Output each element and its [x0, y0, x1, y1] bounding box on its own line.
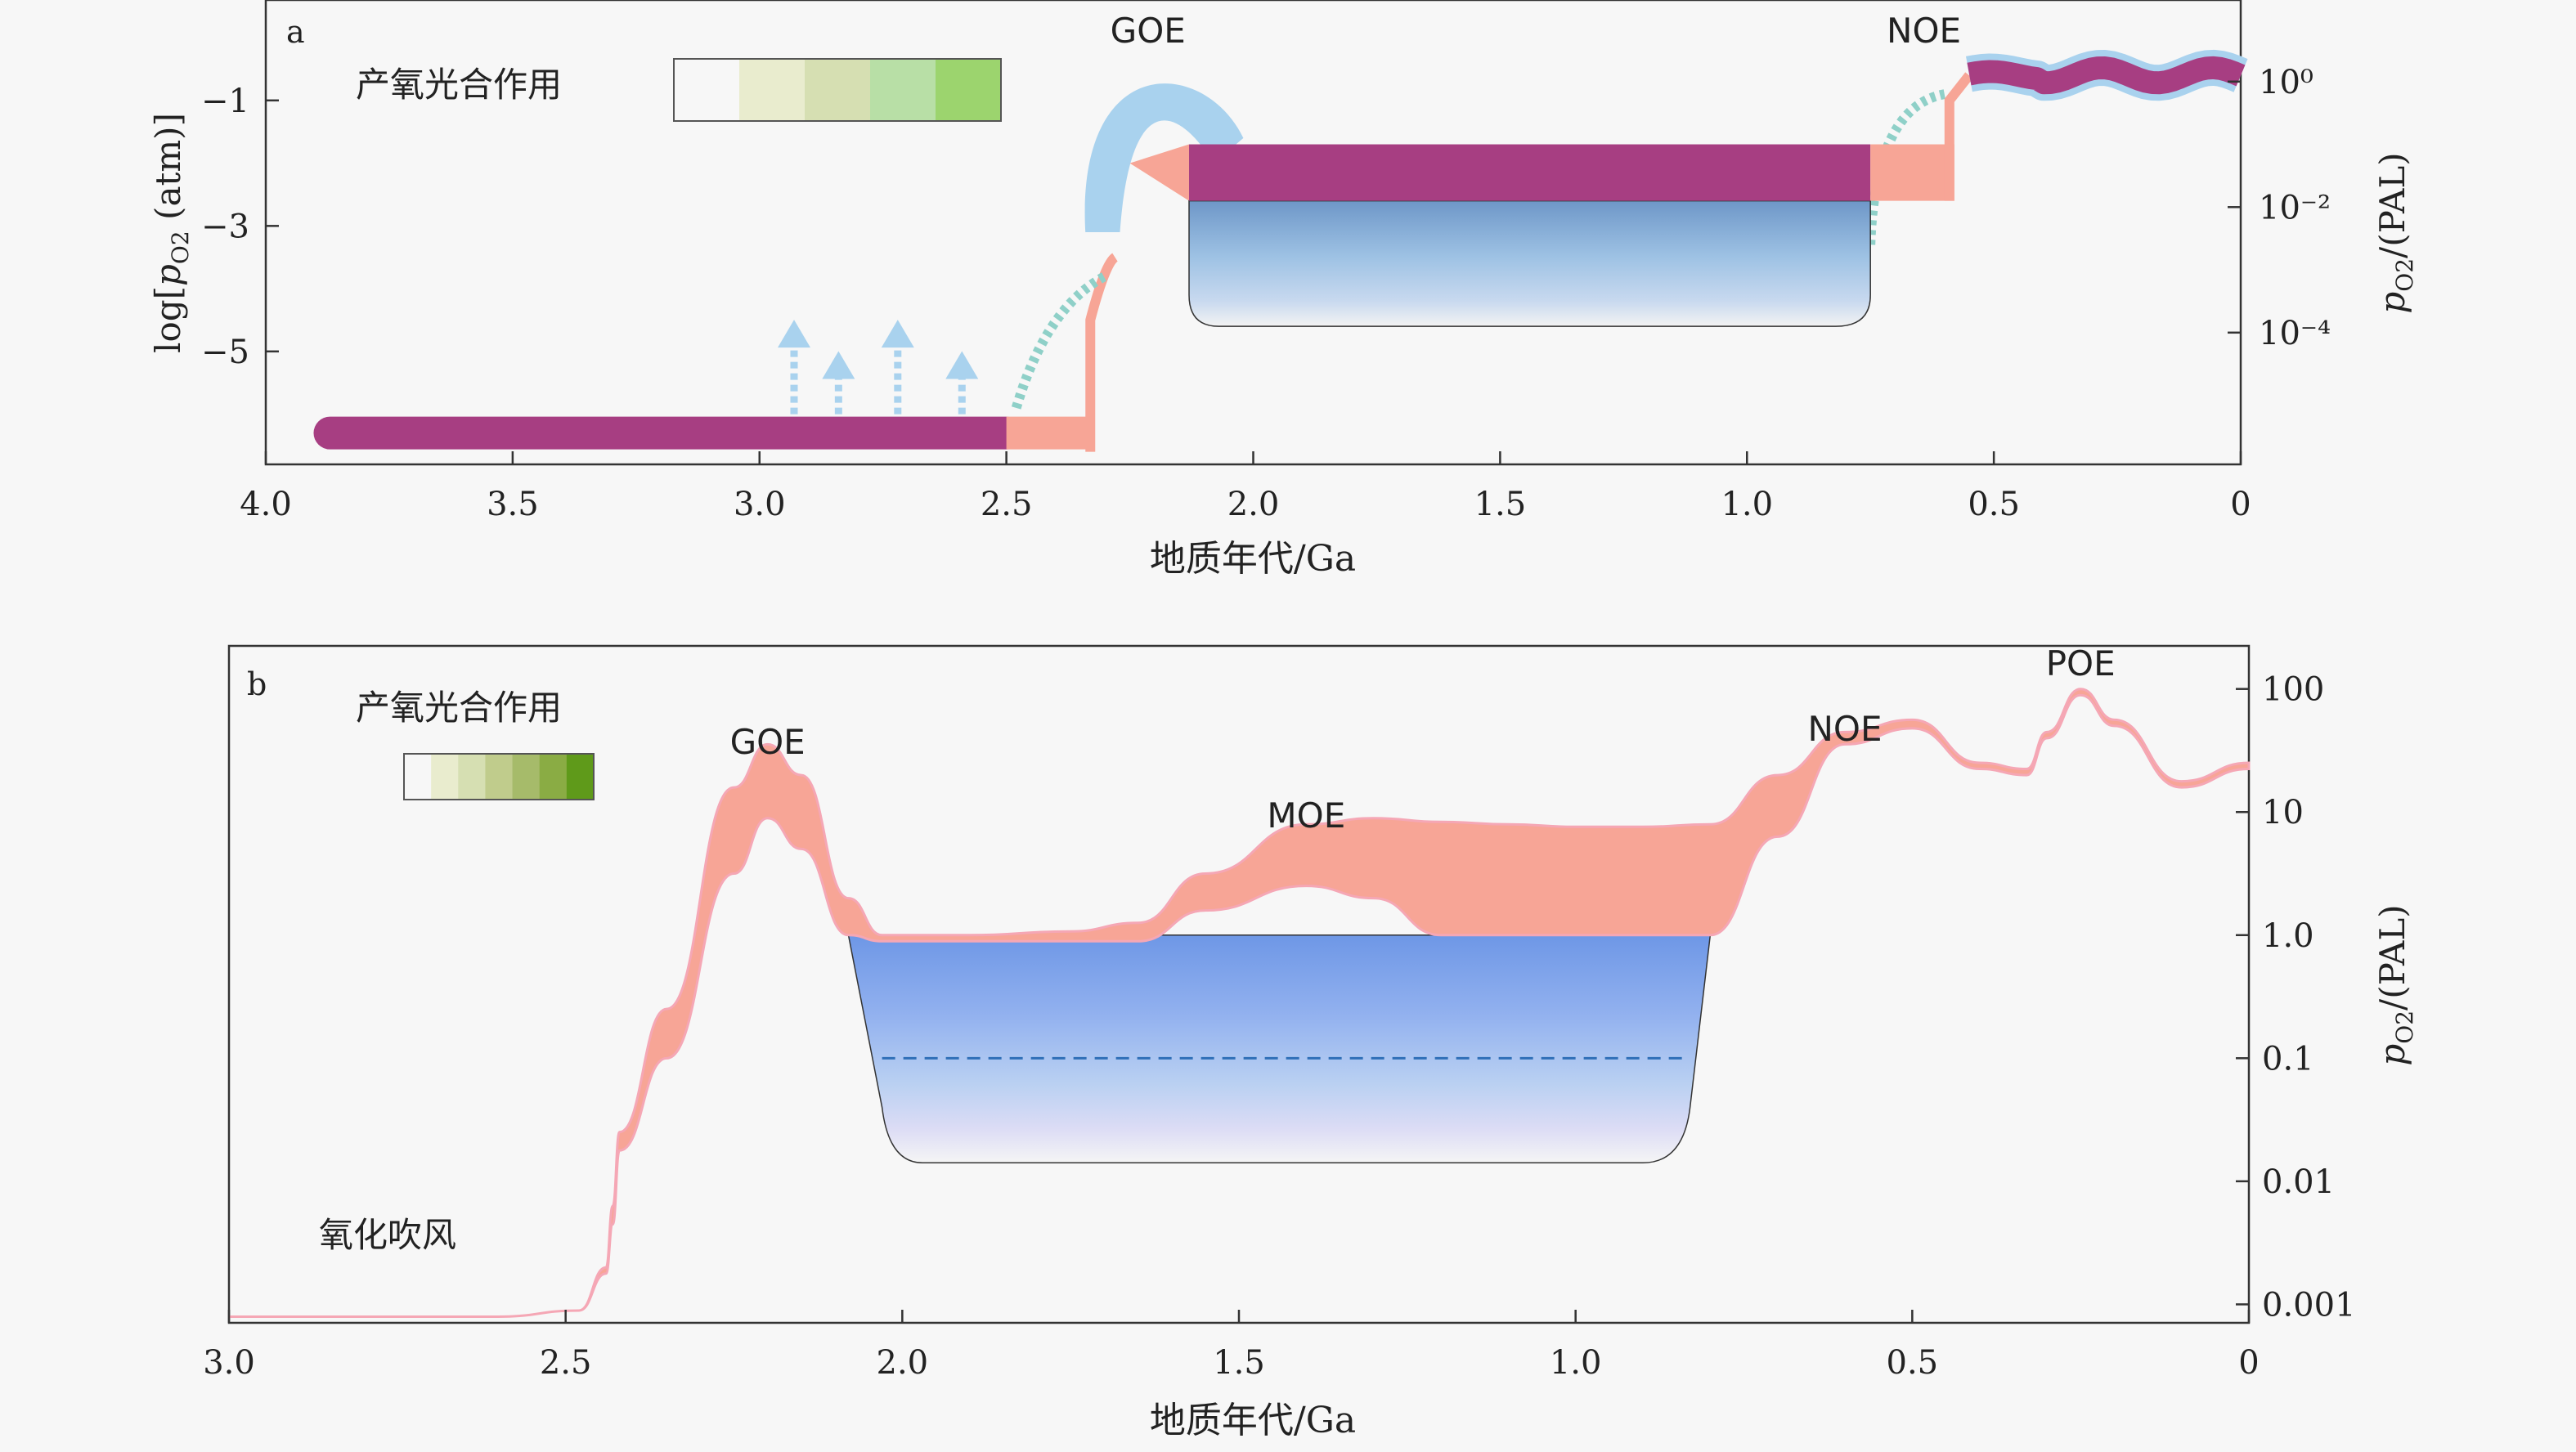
blue-box-a — [1188, 199, 1871, 327]
x-tick-label: 1.0 — [1550, 1344, 1602, 1382]
panel-a: a 产氧光合作用 GOE NOE 4.0 3.5 3.0 2.5 2.0 1.5 1.0 0.5… — [148, 0, 2418, 580]
whiff-arrow-head — [822, 351, 855, 379]
legend-swatch — [936, 59, 1002, 121]
whiff-arrow-head — [945, 351, 979, 379]
teal-dashed-arc-goe — [1011, 271, 1108, 410]
x-tick-label: 3.0 — [203, 1344, 255, 1382]
x-tick-label: 0 — [2238, 1344, 2259, 1382]
panel-a-label: a — [286, 14, 305, 50]
teal-dashed-arc-noe — [1865, 89, 1946, 245]
legend-swatch — [431, 754, 459, 800]
panel-a-x-axis: 4.0 3.5 3.0 2.5 2.0 1.5 1.0 0.5 0 — [240, 451, 2251, 523]
panel-b-right-axis-label: pO2/(PAL) — [2372, 904, 2418, 1065]
panel-a-legend-title: 产氧光合作用 — [356, 65, 562, 105]
po2-envelope-band — [228, 688, 2251, 1318]
svg-text:log[pO2 (atm)]: log[pO2 (atm)] — [148, 113, 194, 353]
y-tick-label-right: 0.001 — [2262, 1286, 2356, 1324]
whiff-arrow-head — [778, 320, 811, 348]
panel-b-legend-colorbar — [403, 753, 595, 800]
event-label: GOE — [1111, 11, 1186, 51]
y-tick-label-right: 10⁰ — [2259, 64, 2313, 101]
panel-a-right-axis-label: pO2/(PAL) — [2372, 152, 2418, 313]
salmon-rise-noe — [1944, 72, 1973, 201]
y-tick-label-left: −1 — [201, 83, 249, 120]
event-label: POE — [2046, 643, 2116, 683]
salmon-step-noe — [1870, 144, 1954, 201]
panel-a-left-axis: −1 −3 −5 — [201, 83, 279, 371]
panel-b-marks: GOE MOE NOE POE — [228, 643, 2251, 1318]
legend-swatch — [739, 59, 806, 121]
legend-swatch — [512, 754, 541, 800]
salmon-step-early — [1006, 416, 1091, 450]
y-tick-label-right: 0.01 — [2262, 1163, 2335, 1201]
panel-a-marks: GOE NOE — [313, 11, 2252, 452]
y-tick-label-left: −5 — [201, 334, 249, 371]
oxidation-whiff-annotation: 氧化吹风 — [319, 1215, 456, 1255]
panel-b-label: b — [247, 666, 267, 702]
legend-swatch — [674, 59, 740, 121]
y-tick-label-right: 10 — [2262, 794, 2304, 831]
legend-swatch — [870, 59, 936, 121]
legend-swatch-frame — [673, 58, 1002, 122]
y-tick-label-right: 1.0 — [2262, 917, 2314, 955]
whiff-arrow-head — [881, 320, 914, 348]
panel-a-x-axis-label: 地质年代/Ga — [1150, 538, 1356, 580]
panel-b-x-axis-label: 地质年代/Ga — [1150, 1400, 1356, 1441]
x-tick-label: 4.0 — [240, 486, 292, 523]
x-tick-label: 0.5 — [1968, 486, 2020, 523]
x-tick-label: 1.5 — [1213, 1344, 1265, 1382]
x-tick-label: 1.5 — [1474, 486, 1527, 523]
purple-band-proterozoic — [1189, 144, 1871, 201]
legend-swatch — [566, 754, 595, 800]
event-label: MOE — [1267, 795, 1345, 836]
y-tick-label-right: 10⁻⁴ — [2259, 315, 2331, 352]
legend-swatch-frame — [403, 753, 595, 800]
salmon-wedge — [1129, 144, 1190, 201]
legend-swatch — [485, 754, 514, 800]
x-tick-label: 3.0 — [734, 486, 786, 523]
panel-a-left-axis-label: log[pO2 (atm)] — [148, 113, 194, 353]
legend-swatch — [458, 754, 486, 800]
panel-b: b 产氧光合作用 氧化吹风 GOE MOE NOE POE 3.0 2.5 2.0 1.5 1… — [203, 643, 2418, 1441]
purple-band-phanerozoic — [1964, 56, 2246, 95]
legend-swatch — [805, 59, 871, 121]
x-tick-label: 2.0 — [877, 1344, 929, 1382]
panel-a-legend-colorbar — [673, 58, 1002, 122]
y-tick-label-right: 0.1 — [2262, 1040, 2314, 1078]
blue-box-b — [847, 934, 1712, 1164]
legend-swatch — [539, 754, 568, 800]
panel-a-right-axis: 10⁰ 10⁻² 10⁻⁴ — [2228, 64, 2331, 352]
event-label: GOE — [730, 722, 806, 762]
y-tick-label-right: 100 — [2262, 671, 2324, 709]
event-label: NOE — [1807, 709, 1882, 749]
y-tick-label-left: −3 — [201, 208, 249, 245]
sky-arch-goe — [1084, 83, 1244, 232]
x-tick-label: 2.5 — [981, 486, 1033, 523]
y-tick-label-right: 10⁻² — [2259, 189, 2331, 226]
x-tick-label: 0 — [2230, 486, 2251, 523]
panel-b-legend-title: 产氧光合作用 — [356, 688, 562, 728]
svg-text:pO2/(PAL): pO2/(PAL) — [2372, 904, 2418, 1065]
svg-text:pO2/(PAL): pO2/(PAL) — [2372, 152, 2418, 313]
panel-b-right-axis: 100 10 1.0 0.1 0.01 0.001 — [2236, 671, 2356, 1324]
x-tick-label: 2.0 — [1227, 486, 1280, 523]
x-tick-label: 2.5 — [540, 1344, 592, 1382]
event-label: NOE — [1887, 11, 1961, 51]
x-tick-label: 0.5 — [1887, 1344, 1939, 1382]
x-tick-label: 3.5 — [487, 486, 539, 523]
legend-swatch — [404, 754, 432, 800]
x-tick-label: 1.0 — [1721, 486, 1773, 523]
panel-b-x-axis: 3.0 2.5 2.0 1.5 1.0 0.5 0 — [203, 1310, 2260, 1382]
